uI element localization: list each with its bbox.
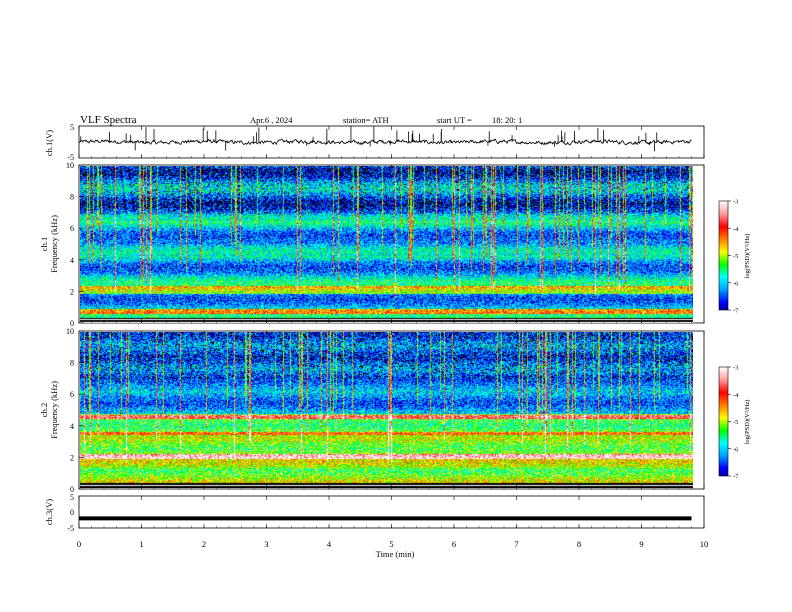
ch2-colorbar — [719, 367, 728, 476]
ch1-colorbar-label: log(PSD)(V²/Hz) — [744, 234, 751, 279]
ch1-waveform-panel: 5 -5 ch.1(V) — [44, 123, 705, 162]
frequency-tick-label: 2 — [70, 453, 74, 462]
time-tick-label: 2 — [202, 539, 206, 549]
ch3-waveform-frame — [78, 495, 705, 529]
time-axis-label: Time (min) — [376, 549, 415, 559]
ch1-ytick-5: 5 — [70, 123, 74, 132]
colorbar-tick-label: -7 — [733, 308, 739, 315]
frequency-tick-label: 0 — [70, 319, 74, 328]
frequency-tick-label: 10 — [66, 327, 74, 336]
ch1-spec-ylabel-line1: ch.1 — [39, 237, 49, 251]
time-tick-label: 7 — [514, 539, 518, 549]
time-tick-label: 8 — [577, 539, 581, 549]
ch2-spec-ylabel-line1: ch.2 — [39, 403, 49, 417]
ch1-spectrogram-image — [80, 166, 693, 323]
frequency-tick-label: 10 — [66, 161, 74, 170]
ch3-waveform-panel: 5 0 -5 ch.3(V) — [44, 493, 705, 533]
ch1-waveform-spikes — [80, 126, 658, 152]
frequency-tick-label: 4 — [70, 422, 74, 431]
ch1-ytick-neg5: -5 — [67, 153, 74, 162]
colorbar-tick-label: -3 — [733, 199, 738, 206]
colorbar-tick-label: -6 — [733, 280, 739, 287]
time-tick-label: 9 — [639, 539, 643, 549]
time-tick-label: 0 — [77, 539, 81, 549]
time-tick-label: 4 — [327, 539, 332, 549]
ch2-colorbar-label: log(PSD)(V²/Hz) — [744, 400, 751, 445]
frequency-tick-label: 0 — [70, 485, 74, 494]
time-tick-label: 3 — [264, 539, 268, 549]
ch2-spectrogram-yticks: 0 2 4 6 8 10 — [66, 327, 84, 494]
ch1-wave-ylabel: ch.1(V) — [44, 130, 54, 156]
station-label: station= ATH — [343, 115, 389, 125]
date-label: Apr.6 , 2024 — [250, 115, 293, 125]
frequency-tick-label: 2 — [70, 287, 74, 296]
ch3-ytick-5: 5 — [70, 493, 74, 502]
frequency-tick-label: 8 — [70, 359, 74, 368]
figure-title: VLF Spectra — [80, 114, 137, 126]
colorbar-tick-label: -7 — [733, 474, 739, 481]
ch3-ytick-neg5: -5 — [67, 524, 74, 533]
time-tick-label: 6 — [452, 539, 456, 549]
ch3-wave-ylabel: ch.3(V) — [44, 499, 54, 525]
ch2-spec-ylabel-line2: Frequency (kHz) — [49, 381, 59, 439]
ch2-spectrogram-image — [80, 332, 693, 488]
ch1-waveform-line — [78, 138, 692, 146]
ch1-colorbar — [719, 201, 728, 310]
colorbar-tick-label: -4 — [733, 392, 739, 399]
ch1-spec-ylabel-line2: Frequency (kHz) — [49, 215, 59, 273]
colorbar-tick-label: -4 — [733, 226, 739, 233]
colorbar-tick-label: -5 — [733, 419, 738, 426]
ch2-colorbar-ticks: -3 -4 -5 -6 -7 — [728, 365, 739, 481]
time-tick-label: 5 — [389, 539, 393, 549]
time-tick-label: 1 — [139, 539, 143, 549]
frequency-tick-label: 8 — [70, 193, 74, 202]
start-ut-value: 18: 20: 1 — [492, 115, 522, 125]
ch1-colorbar-ticks: -3 -4 -5 -6 -7 — [728, 199, 739, 315]
frequency-tick-label: 4 — [70, 256, 74, 265]
colorbar-tick-label: -5 — [733, 253, 738, 260]
ch1-spectrogram-yticks: 0 2 4 6 8 10 — [66, 161, 84, 328]
colorbar-tick-label: -6 — [733, 446, 739, 453]
frequency-tick-label: 6 — [70, 224, 74, 233]
start-ut-label: start UT = — [437, 115, 472, 125]
frequency-tick-label: 6 — [70, 390, 74, 399]
time-tick-label: 10 — [700, 539, 709, 549]
time-axis-ticks: 0 1 2 3 4 5 6 7 8 9 10 — [77, 126, 708, 549]
ch3-ytick-0: 0 — [70, 508, 74, 517]
colorbar-tick-label: -3 — [733, 365, 738, 372]
